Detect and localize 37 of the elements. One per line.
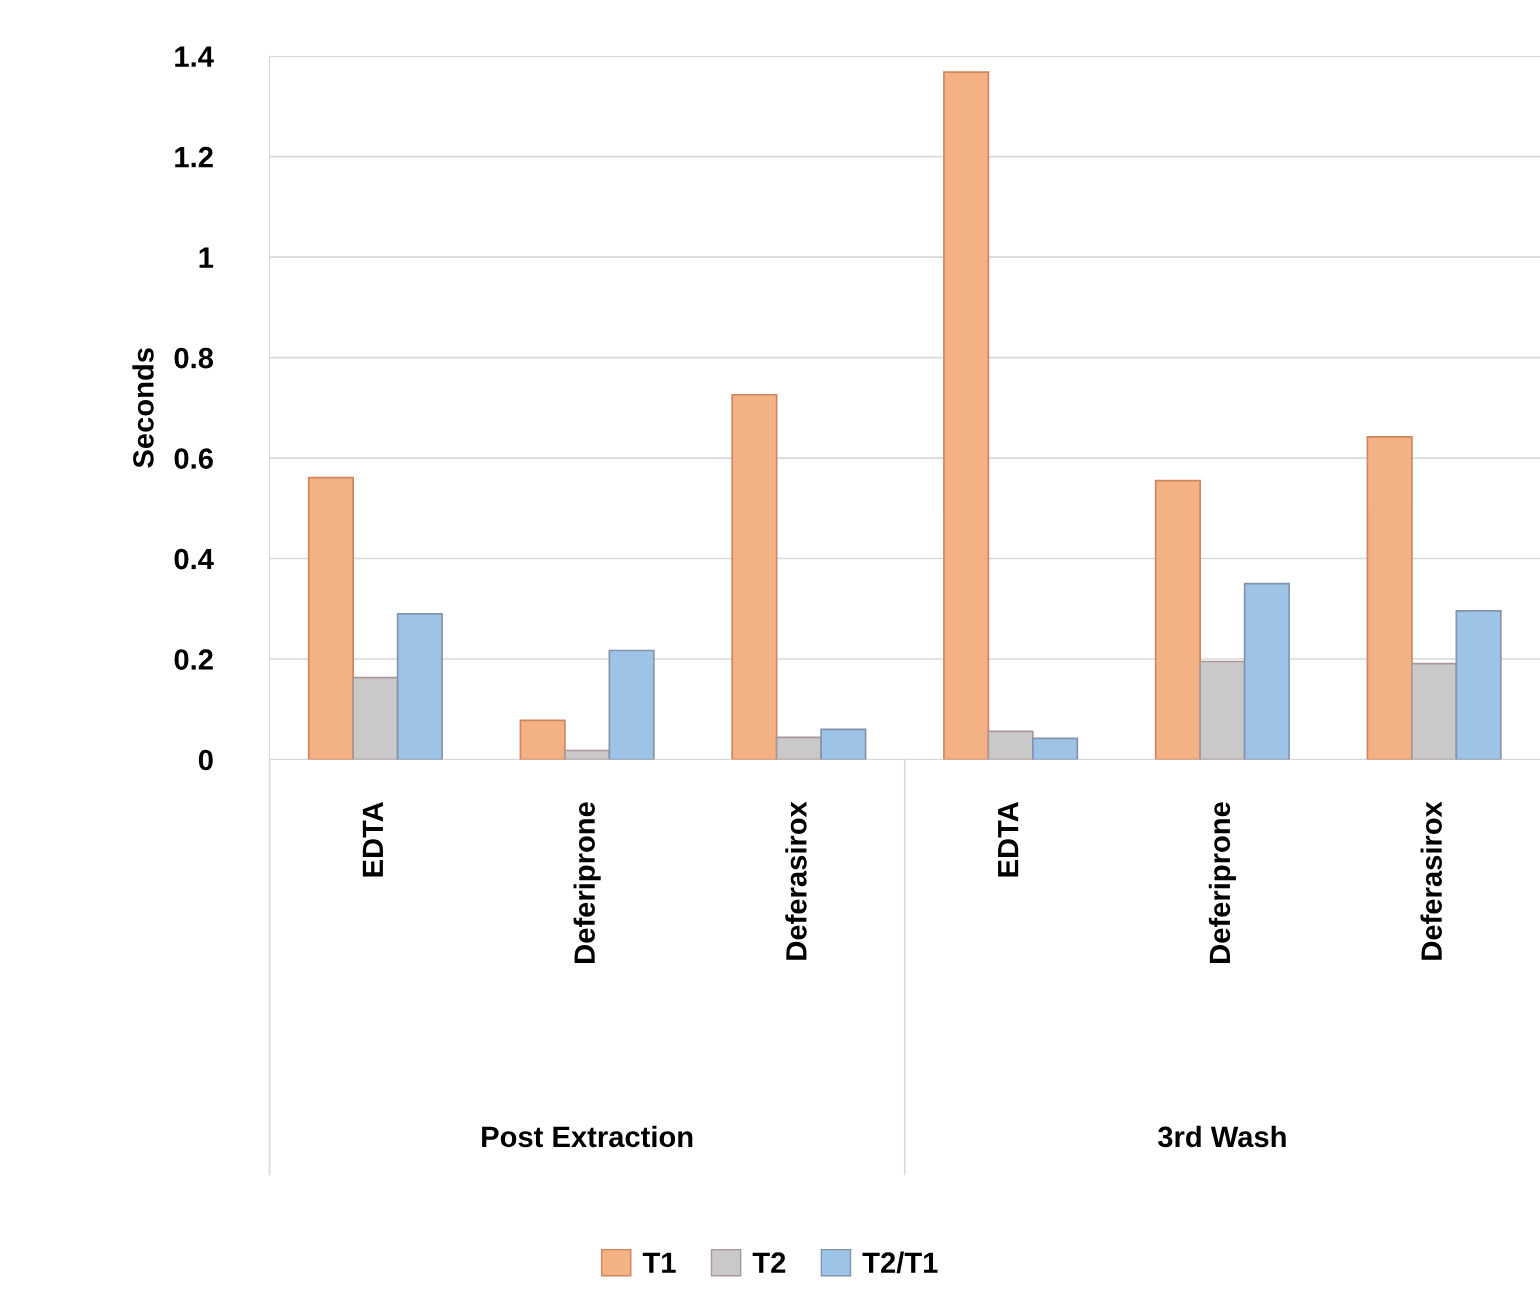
x-tick-label: EDTA (362, 801, 383, 877)
y-tick-label: 1.2 (175, 146, 213, 168)
y-axis-title: Seconds (132, 348, 154, 468)
y-tick-label: 1.4 (175, 46, 214, 67)
x-tick-label: Deferiprone (573, 802, 601, 963)
text: Post Extraction (482, 1125, 693, 1148)
bar (307, 476, 354, 760)
bar (820, 728, 867, 760)
x-tick-label: EDTA (998, 801, 1019, 877)
y-tick-label: 0.6 (174, 448, 213, 469)
text: 3rd Wash (1157, 1125, 1286, 1148)
bar (775, 736, 822, 760)
x-tick-label: Deferasirox (785, 801, 807, 960)
x-tick-label: Deferiprone (1208, 802, 1236, 963)
bar (1455, 609, 1502, 760)
legend-label: T2 (752, 1252, 786, 1273)
bar (519, 719, 566, 760)
bar (987, 730, 1034, 760)
y-tick-label: 0.4 (174, 548, 214, 570)
bar (943, 71, 990, 760)
legend-label: T1 (642, 1252, 676, 1273)
x-tick-label: Deferasirox (1420, 801, 1442, 960)
y-tick-label: 1 (199, 247, 214, 268)
bar (1243, 582, 1290, 760)
bar (1154, 479, 1201, 760)
bar (352, 676, 399, 760)
bar (1366, 436, 1413, 760)
bar (1411, 662, 1458, 760)
bar (396, 612, 443, 760)
bar (1199, 660, 1246, 760)
bar (608, 649, 655, 760)
legend-label: T2/T1 (862, 1251, 938, 1274)
y-tick-label: 0.2 (174, 649, 213, 670)
bar (1032, 737, 1079, 760)
y-tick-label: 0.8 (174, 347, 214, 369)
bar (731, 393, 778, 760)
y-tick-label: 0 (198, 749, 213, 771)
